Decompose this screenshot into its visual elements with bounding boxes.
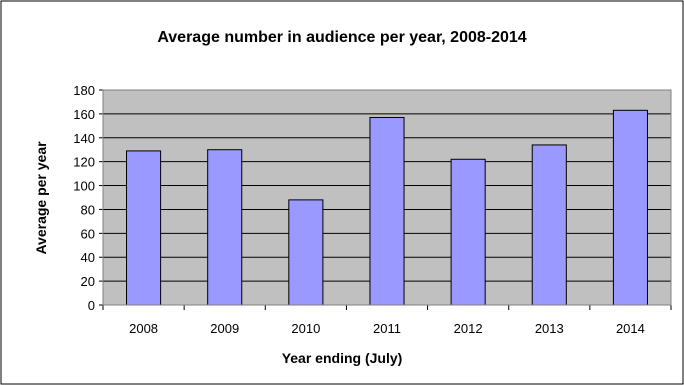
x-tick-labels: 2008 2009 2010 2011 2012 2013 2014 xyxy=(129,321,645,336)
y-tick-label: 0 xyxy=(88,298,95,313)
y-tick-label: 180 xyxy=(73,83,95,98)
y-tick-label: 20 xyxy=(81,274,95,289)
y-tick-label: 40 xyxy=(81,250,95,265)
y-tick-label: 140 xyxy=(73,131,95,146)
x-tick-label: 2010 xyxy=(291,321,320,336)
x-axis-title: Year ending (July) xyxy=(282,350,403,366)
x-tick-label: 2014 xyxy=(616,321,645,336)
y-tick-labels: 0 20 40 60 80 100 120 140 160 180 xyxy=(73,83,95,313)
y-tick-label: 100 xyxy=(73,179,95,194)
plot-border xyxy=(102,89,672,306)
bar-2010 xyxy=(288,199,324,306)
y-axis-title: Average per year xyxy=(33,141,49,255)
y-tick-label: 60 xyxy=(81,226,95,241)
y-tick-label: 120 xyxy=(73,155,95,170)
bar-2009 xyxy=(207,149,243,306)
y-tick-label: 80 xyxy=(81,202,95,217)
chart-title: Average number in audience per year, 200… xyxy=(157,29,526,46)
x-tick-label: 2009 xyxy=(210,321,239,336)
x-tick-label: 2011 xyxy=(373,321,401,336)
bar-2014 xyxy=(612,109,648,306)
bar-2008 xyxy=(126,150,162,306)
x-tick-label: 2008 xyxy=(129,321,158,336)
bar-2012 xyxy=(450,158,486,306)
bar-2011 xyxy=(369,116,405,306)
x-tick-label: 2013 xyxy=(535,321,564,336)
x-tick-label: 2012 xyxy=(454,321,483,336)
y-tick-label: 160 xyxy=(73,107,95,122)
axes xyxy=(99,89,672,310)
bar-2013 xyxy=(531,144,567,306)
bars xyxy=(126,109,648,306)
